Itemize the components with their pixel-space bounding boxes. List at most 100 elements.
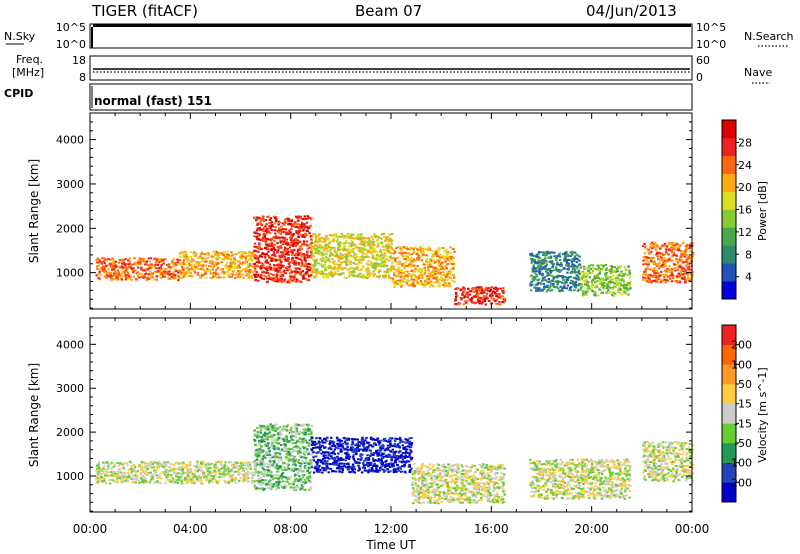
power-echo-cell: [455, 303, 458, 305]
power-echo-cell: [217, 253, 221, 256]
velocity-echo-cell: [166, 474, 170, 477]
power-echo-cell: [355, 246, 358, 249]
power-echo-cell: [98, 270, 101, 273]
velocity-echo-cell: [187, 478, 190, 480]
power-echo-cell: [288, 265, 292, 268]
power-echo-cell: [321, 260, 324, 263]
power-echo-cell: [276, 278, 280, 281]
power-echo-cell: [325, 276, 329, 279]
power-echo-cell: [529, 282, 532, 285]
power-echo-cell: [585, 291, 588, 294]
power-echo-cell: [277, 247, 280, 250]
power-echo-cell: [570, 258, 573, 261]
power-echo-cell: [292, 223, 295, 225]
power-echo-cell: [196, 267, 199, 270]
power-echo-cell: [445, 255, 448, 258]
velocity-echo-cell: [151, 477, 154, 479]
velocity-echo-cell: [259, 424, 262, 427]
power-echo-cell: [327, 258, 330, 261]
power-echo-cell: [432, 273, 435, 276]
power-echo-cell: [328, 234, 332, 237]
velocity-echo-cell: [123, 472, 127, 475]
velocity-echo-cell: [238, 465, 242, 468]
power-echo-cell: [325, 259, 328, 262]
power-echo-cell: [301, 224, 304, 227]
power-echo-cell: [147, 276, 150, 279]
power-echo-cell: [314, 234, 318, 237]
power-echo-cell: [173, 275, 176, 278]
power-echo-cell: [354, 243, 357, 246]
nsky-tick-label: 10^5: [56, 21, 86, 34]
velocity-echo-cell: [207, 482, 211, 485]
power-echo-cell: [657, 276, 660, 279]
power-echo-cell: [361, 236, 364, 239]
power-echo-cell: [625, 284, 628, 287]
power-echo-cell: [371, 273, 375, 275]
velocity-echo-cell: [171, 463, 174, 466]
power-echo-cell: [189, 251, 193, 254]
power-echo-cell: [643, 252, 647, 255]
power-echo-cell: [256, 250, 259, 253]
power-echo-cell: [350, 239, 353, 242]
velocity-echo-cell: [136, 470, 139, 473]
power-echo-cell: [584, 280, 587, 283]
velocity-echo-cell: [259, 446, 262, 449]
power-echo-cell: [334, 263, 338, 266]
power-echo-cell: [501, 301, 504, 303]
velocity-echo-cell: [244, 472, 247, 475]
power-echo-cell: [541, 272, 544, 275]
power-echo-cell: [659, 279, 662, 281]
velocity-echo-cell: [173, 463, 176, 466]
power-echo-cell: [361, 243, 364, 246]
power-echo-cell: [549, 251, 552, 254]
velocity-echo-cell: [193, 474, 196, 477]
velocity-echo-cell: [205, 468, 208, 471]
power-echo-cell: [454, 293, 458, 296]
velocity-echo-cell: [133, 470, 136, 472]
power-echo-cell: [296, 254, 299, 257]
power-echo-cell: [344, 267, 347, 269]
power-echo-cell: [434, 260, 437, 263]
power-echo-cell: [560, 263, 563, 266]
power-echo-cell: [438, 262, 441, 265]
power-echo-cell: [421, 249, 424, 252]
power-echo-cell: [198, 257, 202, 260]
power-echo-cell: [103, 275, 107, 278]
power-echo-cell: [347, 258, 350, 261]
power-echo-cell: [575, 271, 578, 274]
power-echo-cell: [578, 283, 581, 285]
power-echo-cell: [263, 237, 267, 240]
power-echo-cell: [396, 267, 400, 270]
power-echo-cell: [311, 249, 314, 252]
power-echo-cell: [565, 287, 568, 290]
power-echo-cell: [259, 238, 262, 241]
velocity-echo-cell: [147, 472, 150, 474]
power-echo-cell: [576, 254, 580, 257]
power-echo-cell: [315, 261, 318, 264]
power-echo-cell: [285, 252, 289, 255]
power-echo-cell: [689, 257, 693, 260]
power-echo-cell: [294, 225, 297, 228]
velocity-echo-cell: [116, 475, 119, 478]
power-echo-cell: [436, 272, 440, 275]
power-echo-cell: [101, 269, 105, 272]
power-echo-cell: [556, 283, 559, 286]
power-echo-cell: [572, 276, 576, 279]
power-echo-cell: [247, 252, 250, 255]
power-echo-cell: [185, 270, 188, 273]
power-echo-cell: [328, 271, 331, 274]
power-echo-cell: [423, 248, 426, 251]
power-echo-cell: [599, 279, 602, 282]
power-echo-cell: [576, 278, 579, 281]
power-echo-cell: [318, 263, 322, 266]
velocity-echo-cell: [111, 479, 115, 482]
power-echo-cell: [605, 267, 608, 270]
power-echo-cell: [502, 289, 505, 292]
power-echo-cell: [217, 262, 220, 265]
power-echo-cell: [239, 255, 242, 258]
power-echo-cell: [293, 238, 297, 241]
power-echo-cell: [393, 259, 397, 262]
velocity-echo-cell: [126, 476, 129, 479]
power-echo-cell: [411, 273, 415, 276]
power-echo-cell: [432, 269, 435, 272]
